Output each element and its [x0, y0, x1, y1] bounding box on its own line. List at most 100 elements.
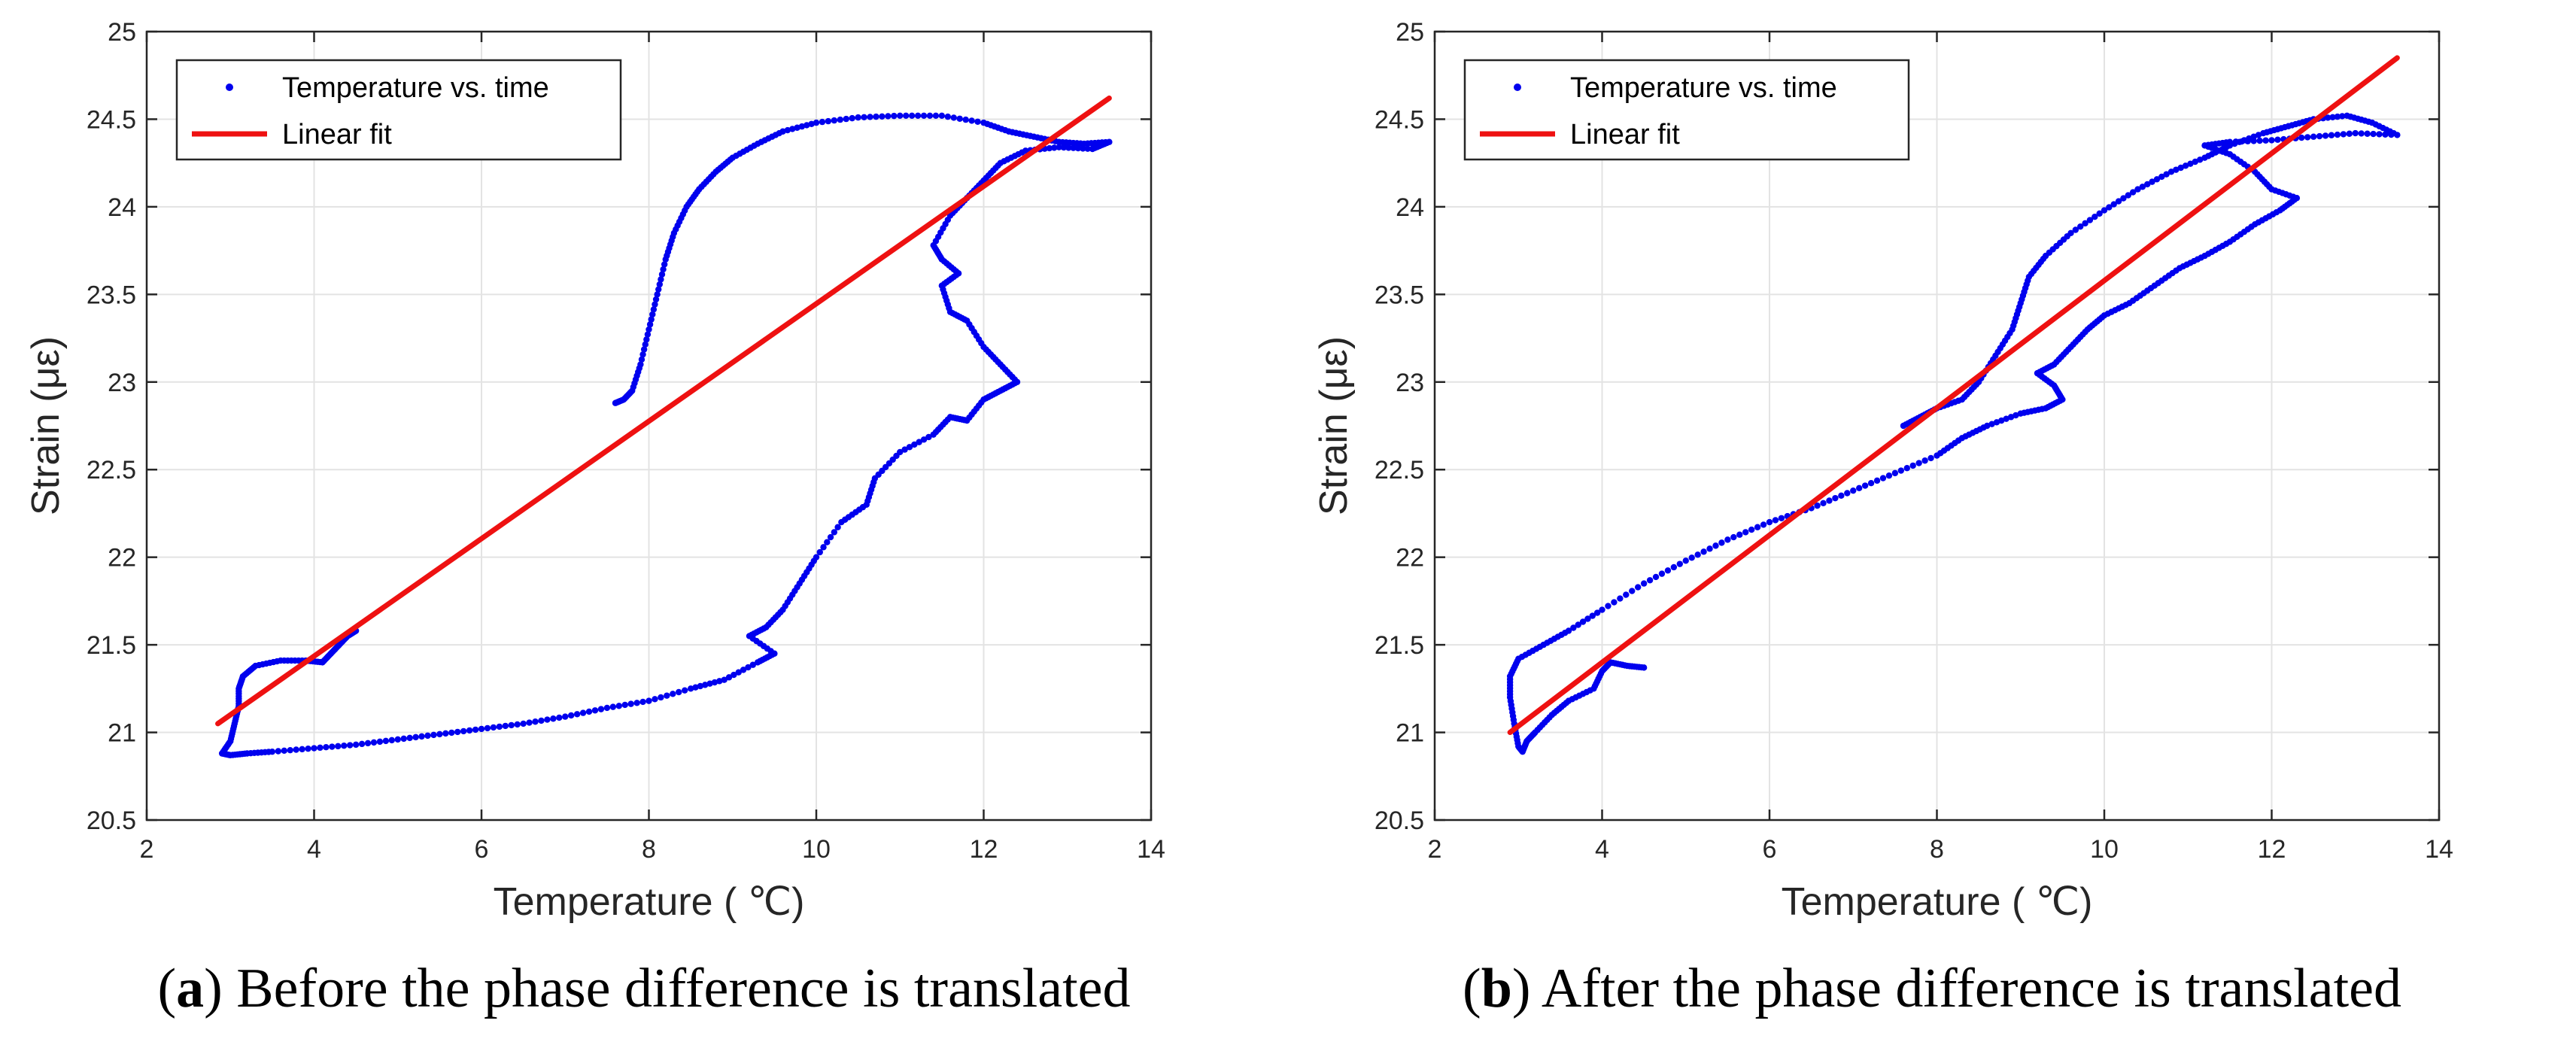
data-point: [2231, 140, 2238, 147]
data-point: [2334, 131, 2341, 138]
data-point: [649, 311, 656, 318]
data-point: [305, 745, 311, 752]
data-point: [1903, 465, 1910, 472]
data-point: [2256, 137, 2263, 144]
data-point: [1766, 518, 1773, 526]
data-point: [749, 661, 756, 668]
data-point: [352, 741, 360, 749]
data-point: [609, 703, 617, 710]
y-tick-label: 23: [108, 369, 136, 397]
data-point: [843, 115, 849, 123]
data-point: [1589, 612, 1596, 619]
data-point: [2077, 223, 2084, 230]
data-point: [1575, 621, 1581, 628]
data-point: [658, 694, 664, 701]
data-point: [2110, 201, 2117, 208]
data-point: [520, 720, 527, 727]
data-point: [816, 548, 823, 556]
data-point: [1718, 539, 1725, 546]
data-point: [962, 116, 969, 123]
data-point: [1652, 573, 1660, 581]
data-point: [1676, 560, 1684, 567]
data-point: [2376, 131, 2383, 138]
data-point: [1060, 144, 1068, 151]
data-point: [1772, 517, 1779, 524]
data-point: [633, 700, 640, 706]
data-point: [731, 671, 737, 679]
data-point: [2344, 112, 2350, 119]
data-point: [591, 707, 599, 714]
data-point: [721, 676, 728, 683]
data-point: [2125, 192, 2131, 199]
data-point: [1682, 557, 1689, 564]
data-point: [902, 112, 910, 119]
data-point: [1814, 502, 1821, 509]
data-point: [2139, 184, 2146, 190]
y-tick-label: 23: [1396, 369, 1424, 397]
y-tick-label: 24.5: [1375, 105, 1424, 134]
data-point: [920, 112, 928, 119]
data-point: [2316, 132, 2323, 140]
data-point: [670, 691, 676, 697]
data-point: [2007, 414, 2015, 421]
data-point: [287, 746, 293, 754]
data-point: [1760, 521, 1767, 528]
data-point: [2096, 210, 2103, 217]
data-point: [837, 116, 843, 123]
data-point: [2082, 220, 2088, 227]
data-point: [656, 281, 664, 288]
data-point: [275, 748, 282, 755]
data-point: [2370, 130, 2377, 138]
y-axis-title: Strain (με): [24, 336, 68, 515]
data-point: [2255, 132, 2262, 138]
data-point: [932, 112, 940, 119]
data-point: [930, 431, 937, 438]
data-point: [448, 729, 455, 737]
y-tick-label: 21.5: [87, 631, 136, 660]
data-point: [819, 118, 826, 126]
data-point: [646, 697, 652, 704]
data-point: [687, 685, 694, 692]
data-point: [1820, 500, 1827, 507]
data-point: [2304, 134, 2311, 141]
data-point: [897, 112, 904, 119]
data-point: [1617, 595, 1624, 602]
data-point: [891, 112, 898, 120]
data-point: [1634, 584, 1642, 591]
y-tick-label: 24: [1396, 193, 1424, 222]
data-point: [2163, 171, 2170, 178]
data-point: [692, 684, 699, 691]
data-series-markers: [218, 112, 1113, 759]
data-point: [299, 746, 305, 753]
data-point: [831, 529, 838, 536]
data-point: [1900, 422, 1907, 430]
data-point: [2187, 160, 2194, 167]
data-point: [550, 715, 557, 722]
data-point: [364, 740, 372, 747]
data-point: [335, 743, 342, 750]
y-tick-label: 21.5: [1375, 631, 1424, 660]
data-point: [1584, 615, 1591, 622]
data-point: [2340, 131, 2347, 138]
data-point: [640, 346, 648, 353]
data-point: [2268, 137, 2275, 144]
data-point: [2260, 129, 2267, 137]
caption-a-text: Before the phase difference is translate…: [236, 958, 1131, 1019]
data-point: [779, 128, 786, 135]
data-point: [2196, 156, 2204, 163]
data-point: [974, 118, 981, 125]
data-point: [1089, 145, 1096, 153]
data-point: [2091, 213, 2098, 220]
data-point: [1838, 492, 1845, 500]
data-point: [2106, 204, 2113, 211]
data-point: [740, 667, 747, 673]
data-point: [2072, 226, 2079, 233]
data-point: [642, 341, 649, 348]
data-point: [648, 316, 655, 323]
y-tick-label: 24: [108, 193, 136, 222]
y-tick-label: 23.5: [87, 281, 136, 309]
data-point: [1046, 144, 1053, 152]
data-point: [376, 738, 384, 746]
y-tick-label: 20.5: [87, 806, 136, 835]
